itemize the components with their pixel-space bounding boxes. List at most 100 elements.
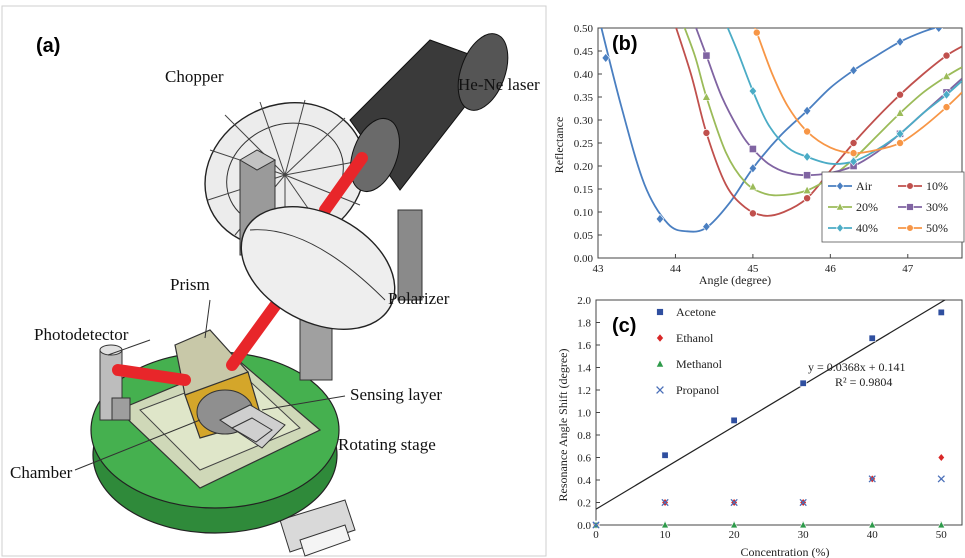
- chart-b-point-4: [942, 89, 951, 100]
- chart-c-series-2: [591, 520, 946, 529]
- chart-c-point-0: [799, 379, 807, 387]
- chart-b-line-0: [600, 28, 938, 233]
- chart-b-point-5: [942, 103, 951, 112]
- chart-b-point-5: [896, 138, 905, 147]
- chart-b-point-0: [748, 163, 758, 174]
- chart-c-point-0: [730, 416, 738, 424]
- label-sensing-layer: Sensing layer: [350, 385, 442, 404]
- chart-c-xtick-label: 40: [867, 529, 879, 541]
- chart-b-series-0: [600, 28, 943, 233]
- chart-c-legend-label: Ethanol: [676, 331, 714, 345]
- chart-c-legend-label: Acetone: [676, 305, 716, 319]
- chart-c-xtick-label: 50: [936, 529, 948, 541]
- chart-b-legend-marker: [906, 224, 914, 232]
- chart-b-point-5: [803, 127, 812, 136]
- chart-c-xtick-label: 30: [798, 529, 810, 541]
- chart-b-ytick-label: 0.00: [574, 253, 594, 265]
- chart-b-point-0: [601, 52, 610, 63]
- chart-c-point-2: [661, 520, 670, 529]
- chart-c-ytick-label: 1.2: [577, 385, 591, 397]
- chart-b-legend-label: 50%: [926, 221, 948, 235]
- chart-b-ytick-label: 0.40: [574, 69, 594, 81]
- chart-c-point-3-stroke: [937, 475, 945, 483]
- chart-c-ytick-label: 1.6: [577, 340, 591, 352]
- label-chamber: Chamber: [10, 463, 73, 482]
- chart-b-point-1: [896, 90, 905, 99]
- chart-b-point-1: [849, 138, 858, 147]
- chart-b-letter: (b): [612, 33, 638, 55]
- panel-a: (a): [1, 5, 547, 557]
- chart-c-ticks: 0.0 0.2 0.4 0.6 0.8 1.0 1.2 1.4 1.6 1.8 2.0 0 10 20 30…: [577, 295, 947, 541]
- chart-c-legend-marker: [655, 359, 665, 368]
- chart-c-ytick-label: 0.6: [577, 453, 591, 465]
- chart-c-ytick-label: 0.8: [577, 430, 591, 442]
- label-chopper: Chopper: [165, 67, 224, 86]
- rotating-stage-drawing: [90, 351, 356, 557]
- chart-c-legend-marker: [656, 386, 664, 394]
- chart-b-point-0: [849, 65, 858, 76]
- chart-b-series: [600, 28, 962, 233]
- chart-b-point-1: [748, 209, 757, 218]
- chart-b-point-2: [701, 92, 711, 101]
- chart-c-legend: Acetone Ethanol Methanol Propanol: [655, 305, 723, 397]
- chart-c-legend-marker-stroke: [656, 386, 664, 394]
- chart-b-point-2: [802, 185, 812, 194]
- chart-b-xtick-label: 47: [902, 263, 914, 275]
- chart-b-point-2: [942, 71, 951, 80]
- chart-b-ylabel: Reflectance: [552, 117, 566, 174]
- chart-c-point-3: [799, 498, 807, 507]
- chart-c-fit-group: [596, 300, 947, 510]
- chart-c-xlabel: Concentration (%): [741, 545, 830, 558]
- chart-b-point-1: [702, 128, 711, 137]
- chart-c: 0.0 0.2 0.4 0.6 0.8 1.0 1.2 1.4 1.6 1.8 2.0 0 10 20 30…: [548, 288, 965, 558]
- chart-b-point-1: [942, 51, 951, 60]
- chart-b-point-2: [748, 181, 758, 191]
- chart-b-point-4: [895, 128, 905, 139]
- chart-c-point-3-stroke: [661, 498, 669, 507]
- chart-b-point-3: [748, 145, 757, 153]
- chart-c-point-3-stroke: [730, 498, 738, 507]
- chart-b: 0.00 0.05 0.10 0.15 0.20 0.25 0.30 0.35 0.40 0.45…: [548, 6, 965, 287]
- chart-c-legend-marker: [656, 308, 664, 316]
- chart-c-fit-line: [596, 300, 947, 510]
- chart-b-point-0: [802, 105, 812, 116]
- chart-b-point-3: [803, 171, 812, 180]
- chart-b-point-4: [802, 151, 812, 162]
- chart-b-point-3: [702, 51, 711, 60]
- chart-c-ytick-label: 0.4: [577, 475, 591, 487]
- chart-b-xtick-label: 43: [593, 263, 605, 275]
- label-polarizer: Polarizer: [388, 289, 450, 308]
- chart-b-legend-marker: [906, 203, 914, 211]
- chart-b-legend-label: Air: [856, 179, 872, 193]
- chart-c-point-0: [868, 334, 876, 342]
- chart-c-series: [591, 308, 946, 530]
- chart-b-point-4: [748, 86, 758, 96]
- chart-c-point-0: [661, 451, 669, 459]
- chart-b-legend-label: 20%: [856, 200, 878, 214]
- leader-lines: [74, 299, 346, 471]
- chart-b-legend-marker: [835, 202, 845, 211]
- chart-b-point-2: [895, 108, 905, 117]
- chart-b-ytick-label: 0.05: [574, 230, 594, 242]
- chart-b-ytick-label: 0.20: [574, 161, 594, 173]
- chart-c-xtick-label: 10: [660, 529, 672, 541]
- chart-c-legend-label: Propanol: [676, 383, 720, 397]
- chart-c-legend-marker: [656, 333, 664, 343]
- label-prism: Prism: [170, 275, 210, 294]
- chart-b-point-0: [895, 36, 905, 47]
- chart-b-point-0: [702, 221, 711, 232]
- chart-c-point-3: [730, 498, 738, 507]
- chart-c-point-2: [730, 520, 739, 529]
- chart-c-ytick-label: 2.0: [577, 295, 591, 307]
- chart-b-ytick-label: 0.30: [574, 115, 594, 127]
- chart-b-point-0: [655, 213, 665, 224]
- chart-c-ylabel: Resonance Angle Shift (degree): [556, 349, 570, 502]
- chart-b-legend-label: 30%: [926, 200, 948, 214]
- chart-c-legend-label: Methanol: [676, 357, 723, 371]
- chart-c-ytick-label: 0.2: [577, 498, 591, 510]
- chart-b-point-4: [849, 156, 858, 167]
- chart-b-point-0: [934, 28, 943, 33]
- chart-c-point-3-stroke: [799, 498, 807, 507]
- polarizer-drawing: [240, 206, 396, 381]
